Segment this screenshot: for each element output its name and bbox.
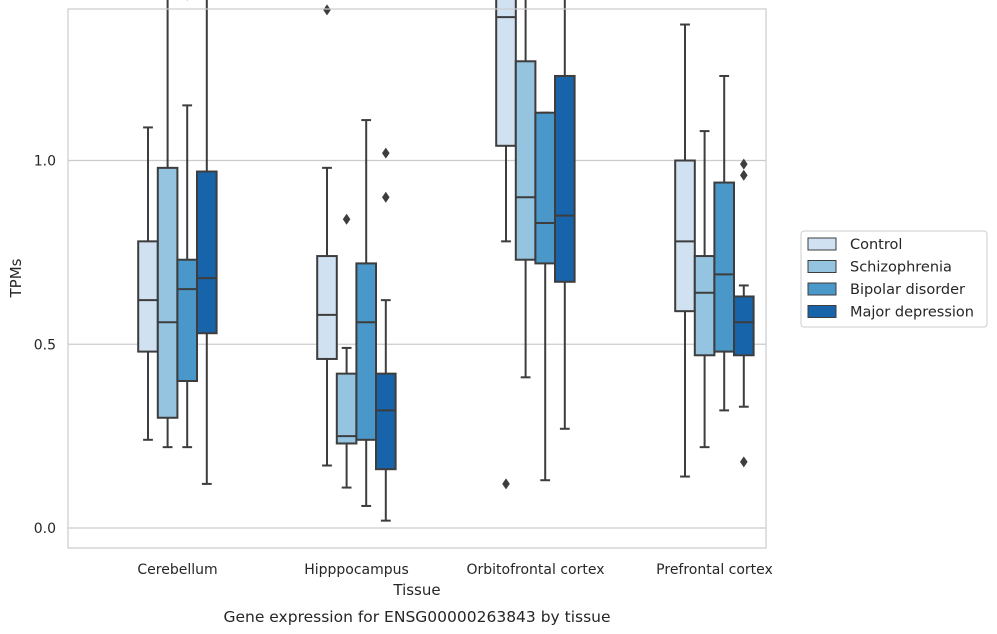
legend-swatch	[807, 282, 837, 296]
y-axis-label: TPMs	[7, 258, 25, 298]
box-bipolar-disorder	[355, 119, 377, 507]
box-schizophrenia	[156, 0, 179, 449]
box-iqr	[355, 262, 377, 441]
box-iqr	[137, 240, 159, 353]
legend-label: Control	[850, 237, 902, 253]
legend-swatch	[807, 260, 837, 273]
x-axis-ticks: Cerebellum Hipppocampus Orbitofrontal cort…	[137, 562, 772, 578]
box-iqr	[196, 170, 218, 335]
outlier-point	[740, 456, 748, 468]
x-tick-label: Prefrontal cortex	[656, 562, 773, 578]
x-tick-label: Cerebellum	[137, 562, 217, 578]
legend-label: Bipolar disorder	[850, 282, 965, 298]
x-tick-label: Hipppocampus	[304, 562, 409, 578]
x-axis-label: Tissue	[392, 581, 440, 599]
box-bipolar-disorder	[176, 0, 198, 449]
box-control	[137, 126, 159, 441]
box-iqr	[733, 295, 755, 357]
legend-label: Schizophrenia	[850, 260, 952, 276]
plot-frame	[67, 8, 767, 549]
legend-label: Major depression	[850, 305, 974, 321]
box-iqr	[176, 258, 198, 383]
box-control	[674, 23, 696, 478]
box-iqr	[375, 372, 397, 471]
box-iqr	[514, 60, 537, 261]
figure-caption: Gene expression for ENSG00000263843 by t…	[223, 608, 610, 626]
legend-swatch	[807, 237, 837, 251]
box-control	[316, 4, 338, 467]
y-tick-label: 0.0	[34, 521, 56, 537]
outlier-point	[502, 478, 510, 490]
box-schizophrenia	[335, 213, 358, 489]
box-plot-series	[137, 0, 755, 522]
box-iqr	[674, 159, 696, 313]
legend-swatch	[807, 305, 837, 318]
x-tick-label: Orbitofrontal cortex	[467, 562, 605, 578]
box-iqr	[713, 181, 736, 353]
box-bipolar-disorder	[713, 74, 736, 412]
y-tick-label: 0.5	[34, 337, 56, 353]
box-iqr	[534, 111, 557, 265]
outlier-point	[382, 191, 390, 203]
outlier-point	[740, 169, 748, 181]
box-major-depression	[196, 0, 218, 485]
outlier-point	[382, 147, 390, 159]
y-tick-label: 1.0	[34, 154, 56, 170]
outlier-point	[740, 158, 748, 170]
box-control	[495, 0, 517, 490]
box-major-depression	[375, 147, 397, 522]
box-iqr	[335, 372, 358, 445]
box-iqr	[495, 0, 517, 147]
outlier-point	[323, 4, 331, 16]
box-schizophrenia	[693, 130, 716, 449]
legend-frame	[800, 230, 988, 328]
y-axis-ticks: 0.00.51.01.52.02.5	[34, 154, 56, 538]
box-iqr	[554, 74, 576, 283]
box-iqr	[156, 166, 179, 419]
outlier-point	[342, 213, 351, 225]
outlier-point	[186, 0, 188, 1]
legend: Control Schizophrenia Bipolar disorder Majo…	[800, 230, 988, 328]
box-iqr	[316, 255, 338, 360]
box-major-depression	[733, 158, 755, 468]
box-iqr	[693, 255, 716, 357]
box-major-depression	[554, 0, 576, 430]
